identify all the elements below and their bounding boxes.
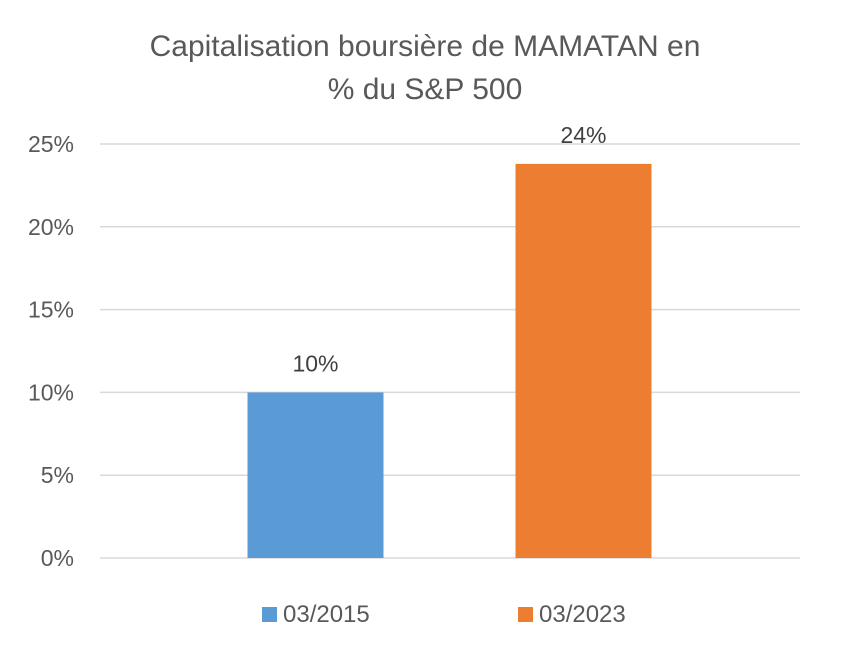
y-tick-label: 5% [41,462,74,488]
y-tick-label: 0% [41,545,74,571]
y-tick-label: 15% [28,297,74,323]
bars [247,163,652,558]
legend-label: 03/2015 [283,601,370,628]
y-tick-label: 10% [28,379,74,405]
chart-title-line-2: % du S&P 500 [328,73,523,106]
gridlines [100,143,800,559]
legend: 03/2015 03/2023 [262,601,626,628]
bar-03-2015 [247,392,384,558]
bar-03-2023 [515,163,652,558]
y-axis-tick-labels: 0% 5% 10% 15% 20% 25% [28,131,74,571]
data-labels: 10% 24% [292,122,606,377]
data-label: 24% [560,122,606,148]
data-label: 10% [292,350,338,376]
legend-swatch [518,607,533,622]
y-tick-label: 25% [28,131,74,157]
chart-title: Capitalisation boursière de MAMATAN en %… [150,30,701,106]
chart-title-line-1: Capitalisation boursière de MAMATAN en [150,30,701,63]
legend-swatch [262,607,277,622]
legend-label: 03/2023 [539,601,626,628]
y-tick-label: 20% [28,214,74,240]
